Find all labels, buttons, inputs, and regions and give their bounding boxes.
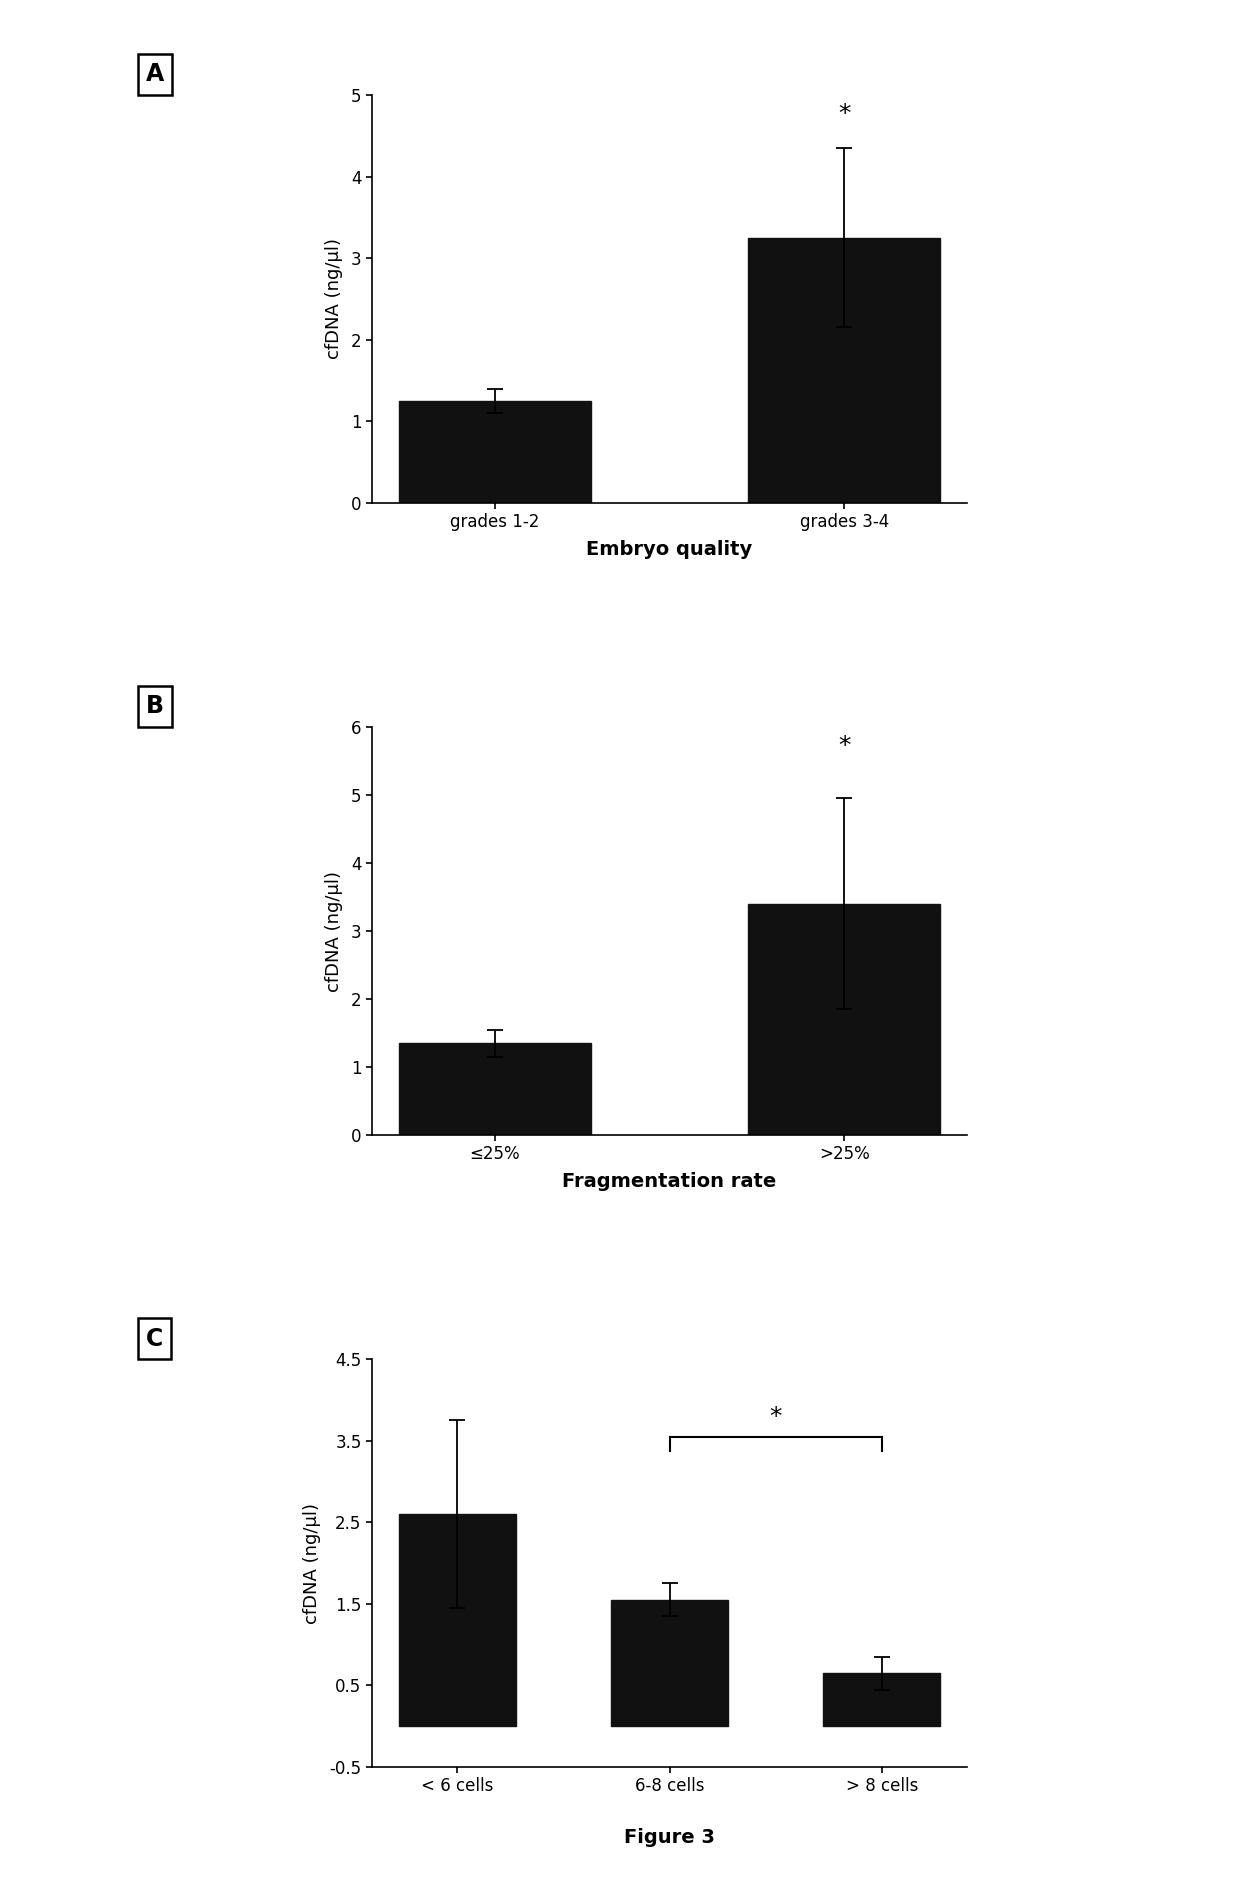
Bar — [399, 401, 591, 504]
Text: A: A — [146, 63, 164, 86]
Text: *: * — [770, 1404, 782, 1429]
X-axis label: Fragmentation rate: Fragmentation rate — [563, 1172, 776, 1191]
Y-axis label: cfDNA (ng/μl): cfDNA (ng/μl) — [303, 1503, 321, 1624]
X-axis label: Embryo quality: Embryo quality — [587, 540, 753, 559]
Bar — [823, 1674, 940, 1727]
Bar — [399, 1043, 591, 1134]
Text: C: C — [146, 1326, 164, 1351]
Text: B: B — [146, 695, 164, 718]
Bar — [748, 904, 940, 1134]
Y-axis label: cfDNA (ng/μl): cfDNA (ng/μl) — [325, 238, 342, 359]
Text: Figure 3: Figure 3 — [624, 1828, 715, 1847]
Y-axis label: cfDNA (ng/μl): cfDNA (ng/μl) — [325, 870, 342, 992]
Text: *: * — [838, 733, 851, 758]
Text: *: * — [838, 103, 851, 125]
Bar — [611, 1600, 728, 1727]
Bar — [399, 1514, 516, 1727]
Bar — [748, 238, 940, 504]
